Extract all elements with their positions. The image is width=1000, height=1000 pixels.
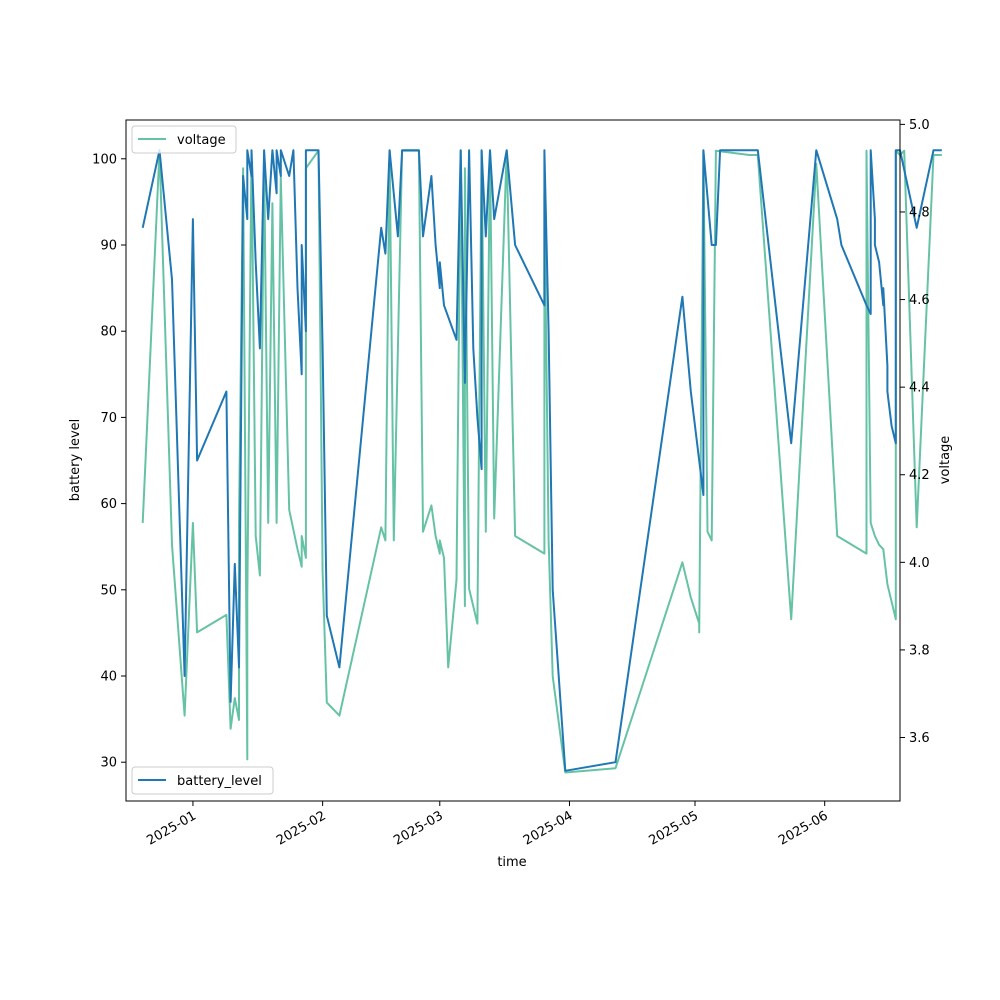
x-tick-label: 2025-02 (274, 808, 329, 848)
legend-voltage: voltage (131, 125, 237, 154)
x-axis-label: time (497, 855, 526, 870)
y-tick-label: 70 (100, 411, 117, 426)
plot-lines (141, 149, 942, 774)
y2-tick-label: 4.2 (909, 468, 930, 483)
y-axis-right: 3.6 3.8 4.0 4.2 4.4 4.6 4.8 5.0 (900, 118, 930, 746)
y-tick-label: 50 (100, 583, 117, 598)
series-line-battery-level (141, 149, 942, 772)
y2-axis-label: voltage (938, 436, 953, 485)
y2-tick-label: 3.8 (909, 643, 930, 658)
x-tick-label: 2025-06 (776, 808, 831, 848)
y-tick-label: 90 (100, 238, 117, 253)
y2-tick-label: 3.6 (909, 731, 930, 746)
x-axis: 2025-01 2025-02 2025-03 2025-04 2025-05 2025-… (144, 801, 831, 849)
y-tick-label: 80 (100, 325, 117, 340)
x-tick-label: 2025-01 (144, 808, 199, 848)
y2-tick-label: 4.0 (909, 556, 930, 571)
plot-frame (125, 119, 901, 802)
x-tick-label: 2025-04 (521, 808, 576, 848)
x-tick-label: 2025-05 (646, 808, 701, 848)
legend-voltage-frame (131, 125, 237, 154)
legend-battery-level-label: battery_level (177, 774, 262, 789)
legend-voltage-label: voltage (177, 133, 226, 148)
y2-tick-label: 4.6 (909, 293, 930, 308)
y2-tick-label: 4.8 (909, 205, 930, 220)
y-tick-label: 100 (92, 152, 117, 167)
y-tick-label: 60 (100, 497, 117, 512)
legend-battery-level-frame (131, 766, 274, 795)
legend-battery-level: battery_level (131, 766, 274, 795)
series-line-voltage (141, 149, 942, 774)
x-tick-label: 2025-03 (391, 808, 446, 848)
y-axis-left: 30 40 50 60 70 80 90 100 (92, 152, 126, 771)
y2-tick-label: 4.4 (909, 381, 930, 396)
y-tick-label: 40 (100, 670, 117, 685)
y-axis-label: battery level (68, 419, 83, 502)
y2-tick-label: 5.0 (909, 118, 930, 133)
y-tick-label: 30 (100, 756, 117, 771)
